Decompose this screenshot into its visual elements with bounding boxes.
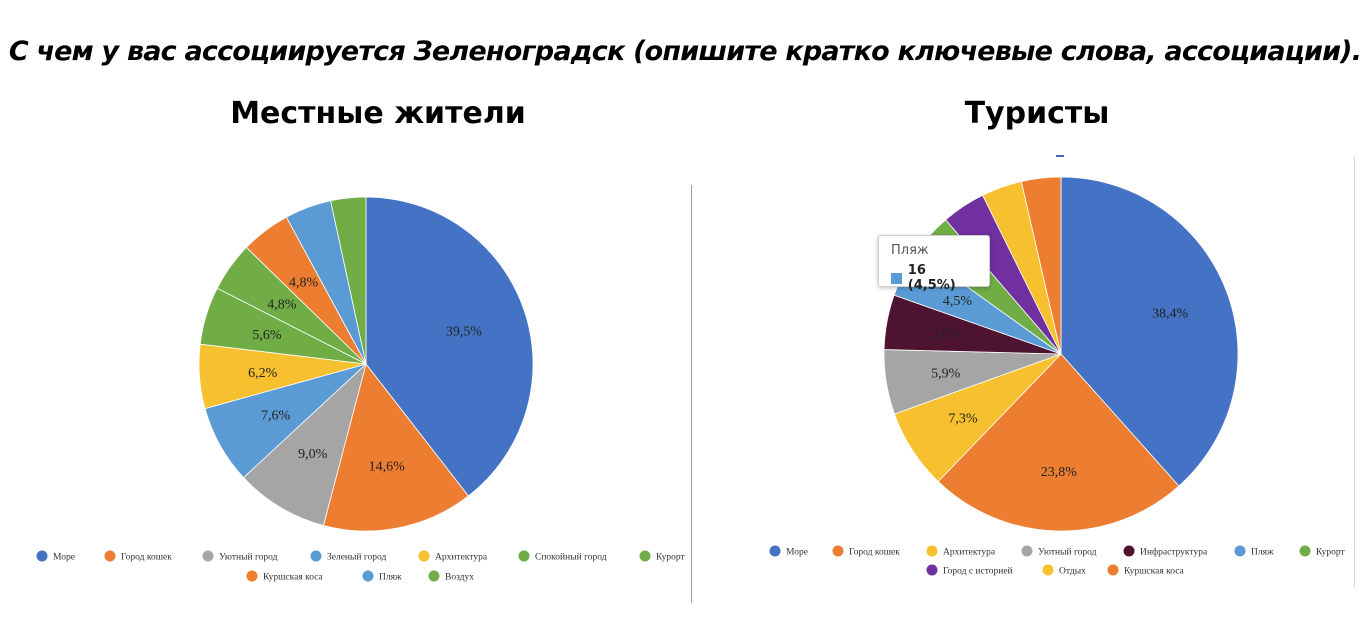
tooltip-label: Пляж bbox=[891, 243, 929, 258]
legend-item-город-кошек[interactable]: Город кошек bbox=[849, 548, 900, 558]
legend-marker-зеленый-город bbox=[310, 550, 322, 562]
main-title: С чем у вас ассоциируется Зеленоградск (… bbox=[8, 36, 1362, 67]
legend-item-пляж[interactable]: Пляж bbox=[1251, 548, 1274, 558]
legend-marker-город-с-историей bbox=[926, 564, 938, 576]
slice-label-море: 39,5% bbox=[446, 324, 483, 339]
legend-marker-уютный-город bbox=[202, 550, 214, 562]
slice-label-город-кошек: 23,8% bbox=[1041, 465, 1078, 480]
slice-label-уютный-город: 9,0% bbox=[298, 447, 328, 462]
pie-slice-город-кошек[interactable] bbox=[937, 353, 1180, 532]
dash-mark bbox=[1056, 155, 1064, 157]
pie-slice-город-кошек[interactable] bbox=[322, 363, 469, 532]
legend-marker-куршская-коса bbox=[1107, 564, 1119, 576]
legend-item-курорт[interactable]: Курорт bbox=[656, 553, 685, 563]
slice-label-зеленый-город: 7,6% bbox=[261, 408, 291, 423]
legend-item-море[interactable]: Море bbox=[786, 548, 808, 558]
legend-marker-курорт bbox=[639, 550, 651, 562]
pie-slice-воздух[interactable] bbox=[330, 196, 367, 365]
legend-marker-воздух bbox=[428, 570, 440, 582]
legend-marker-пляж bbox=[362, 570, 374, 582]
legend-item-инфраструктура[interactable]: Инфраструктура bbox=[1140, 547, 1208, 558]
slice-label-город-кошек: 14,6% bbox=[369, 459, 406, 474]
legend-marker-город-кошек bbox=[104, 550, 116, 562]
legend-marker-пляж bbox=[1234, 545, 1246, 557]
pie-slice-уютный-город[interactable] bbox=[242, 362, 367, 526]
legend-item-пляж[interactable]: Пляж bbox=[379, 573, 402, 583]
legend-marker-море bbox=[769, 545, 781, 557]
legend-item-архитектура[interactable]: Архитектура bbox=[435, 553, 488, 563]
pie-chart-locals: 39,5% 14,6% 9,0% 7,6% 6,2% 5,6% 4,8% 4,8% Море Го… bbox=[36, 196, 685, 583]
chart-title-locals: Местные жители bbox=[230, 96, 526, 131]
legend-item-куршская-коса[interactable]: Куршская коса bbox=[263, 573, 324, 583]
legend-marker-инфраструктура bbox=[1123, 545, 1135, 557]
slice-label-архитектура: 7,3% bbox=[948, 412, 978, 427]
legend-marker-куршская-коса bbox=[246, 570, 258, 582]
slice-label-инфраструктура: 5,0% bbox=[932, 327, 962, 342]
right-edge-line bbox=[1354, 157, 1355, 587]
legend-item-курорт[interactable]: Курорт bbox=[1316, 548, 1345, 558]
legend-item-спокойный-город[interactable]: Спокойный город bbox=[535, 552, 607, 563]
pie-slice-море[interactable] bbox=[1060, 176, 1239, 487]
pie-slice-море[interactable] bbox=[365, 196, 534, 497]
slice-label-уютный-город: 5,9% bbox=[931, 367, 961, 382]
legend-marker-отдых bbox=[1042, 564, 1054, 576]
legend-item-отдых[interactable]: Отдых bbox=[1059, 567, 1086, 577]
slice-label-пляж: 4,5% bbox=[943, 294, 973, 309]
slice-label-спокойный-город: 5,6% bbox=[252, 328, 282, 343]
legend-item-город-с-историей[interactable]: Город с историей bbox=[943, 566, 1013, 577]
chart-title-tourists: Туристы bbox=[964, 96, 1110, 131]
legend-item-город-кошек[interactable]: Город кошек bbox=[121, 553, 172, 563]
chart-divider bbox=[691, 185, 692, 603]
slice-label-море: 38,4% bbox=[1152, 306, 1189, 321]
slice-label-куршская-коса: 4,8% bbox=[289, 275, 319, 290]
legend-item-море[interactable]: Море bbox=[53, 553, 75, 563]
legend-item-уютный-город[interactable]: Уютный город bbox=[1038, 547, 1097, 558]
legend-item-воздух[interactable]: Воздух bbox=[445, 573, 474, 583]
legend-item-зеленый-город[interactable]: Зеленый город bbox=[327, 552, 386, 563]
legend-item-куршская-коса[interactable]: Куршская коса bbox=[1124, 567, 1185, 577]
slice-tooltip: Пляж 16 (4,5%) bbox=[878, 235, 990, 293]
tooltip-swatch bbox=[891, 272, 902, 284]
legend-marker-город-кошек bbox=[832, 545, 844, 557]
legend-marker-спокойный-город bbox=[518, 550, 530, 562]
legend-item-архитектура[interactable]: Архитектура bbox=[943, 548, 996, 558]
legend-marker-море bbox=[36, 550, 48, 562]
legend-marker-уютный-город bbox=[1021, 545, 1033, 557]
tooltip-value: 16 (4,5%) bbox=[907, 263, 956, 293]
slice-label-курорт: 4,8% bbox=[267, 298, 297, 313]
legend-marker-архитектура bbox=[926, 545, 938, 557]
legend-marker-архитектура bbox=[418, 550, 430, 562]
legend-marker-курорт bbox=[1299, 545, 1311, 557]
pie-slice-куршская-коса[interactable] bbox=[1020, 176, 1062, 355]
legend-item-уютный-город[interactable]: Уютный город bbox=[219, 552, 278, 563]
slice-label-архитектура: 6,2% bbox=[248, 366, 278, 381]
